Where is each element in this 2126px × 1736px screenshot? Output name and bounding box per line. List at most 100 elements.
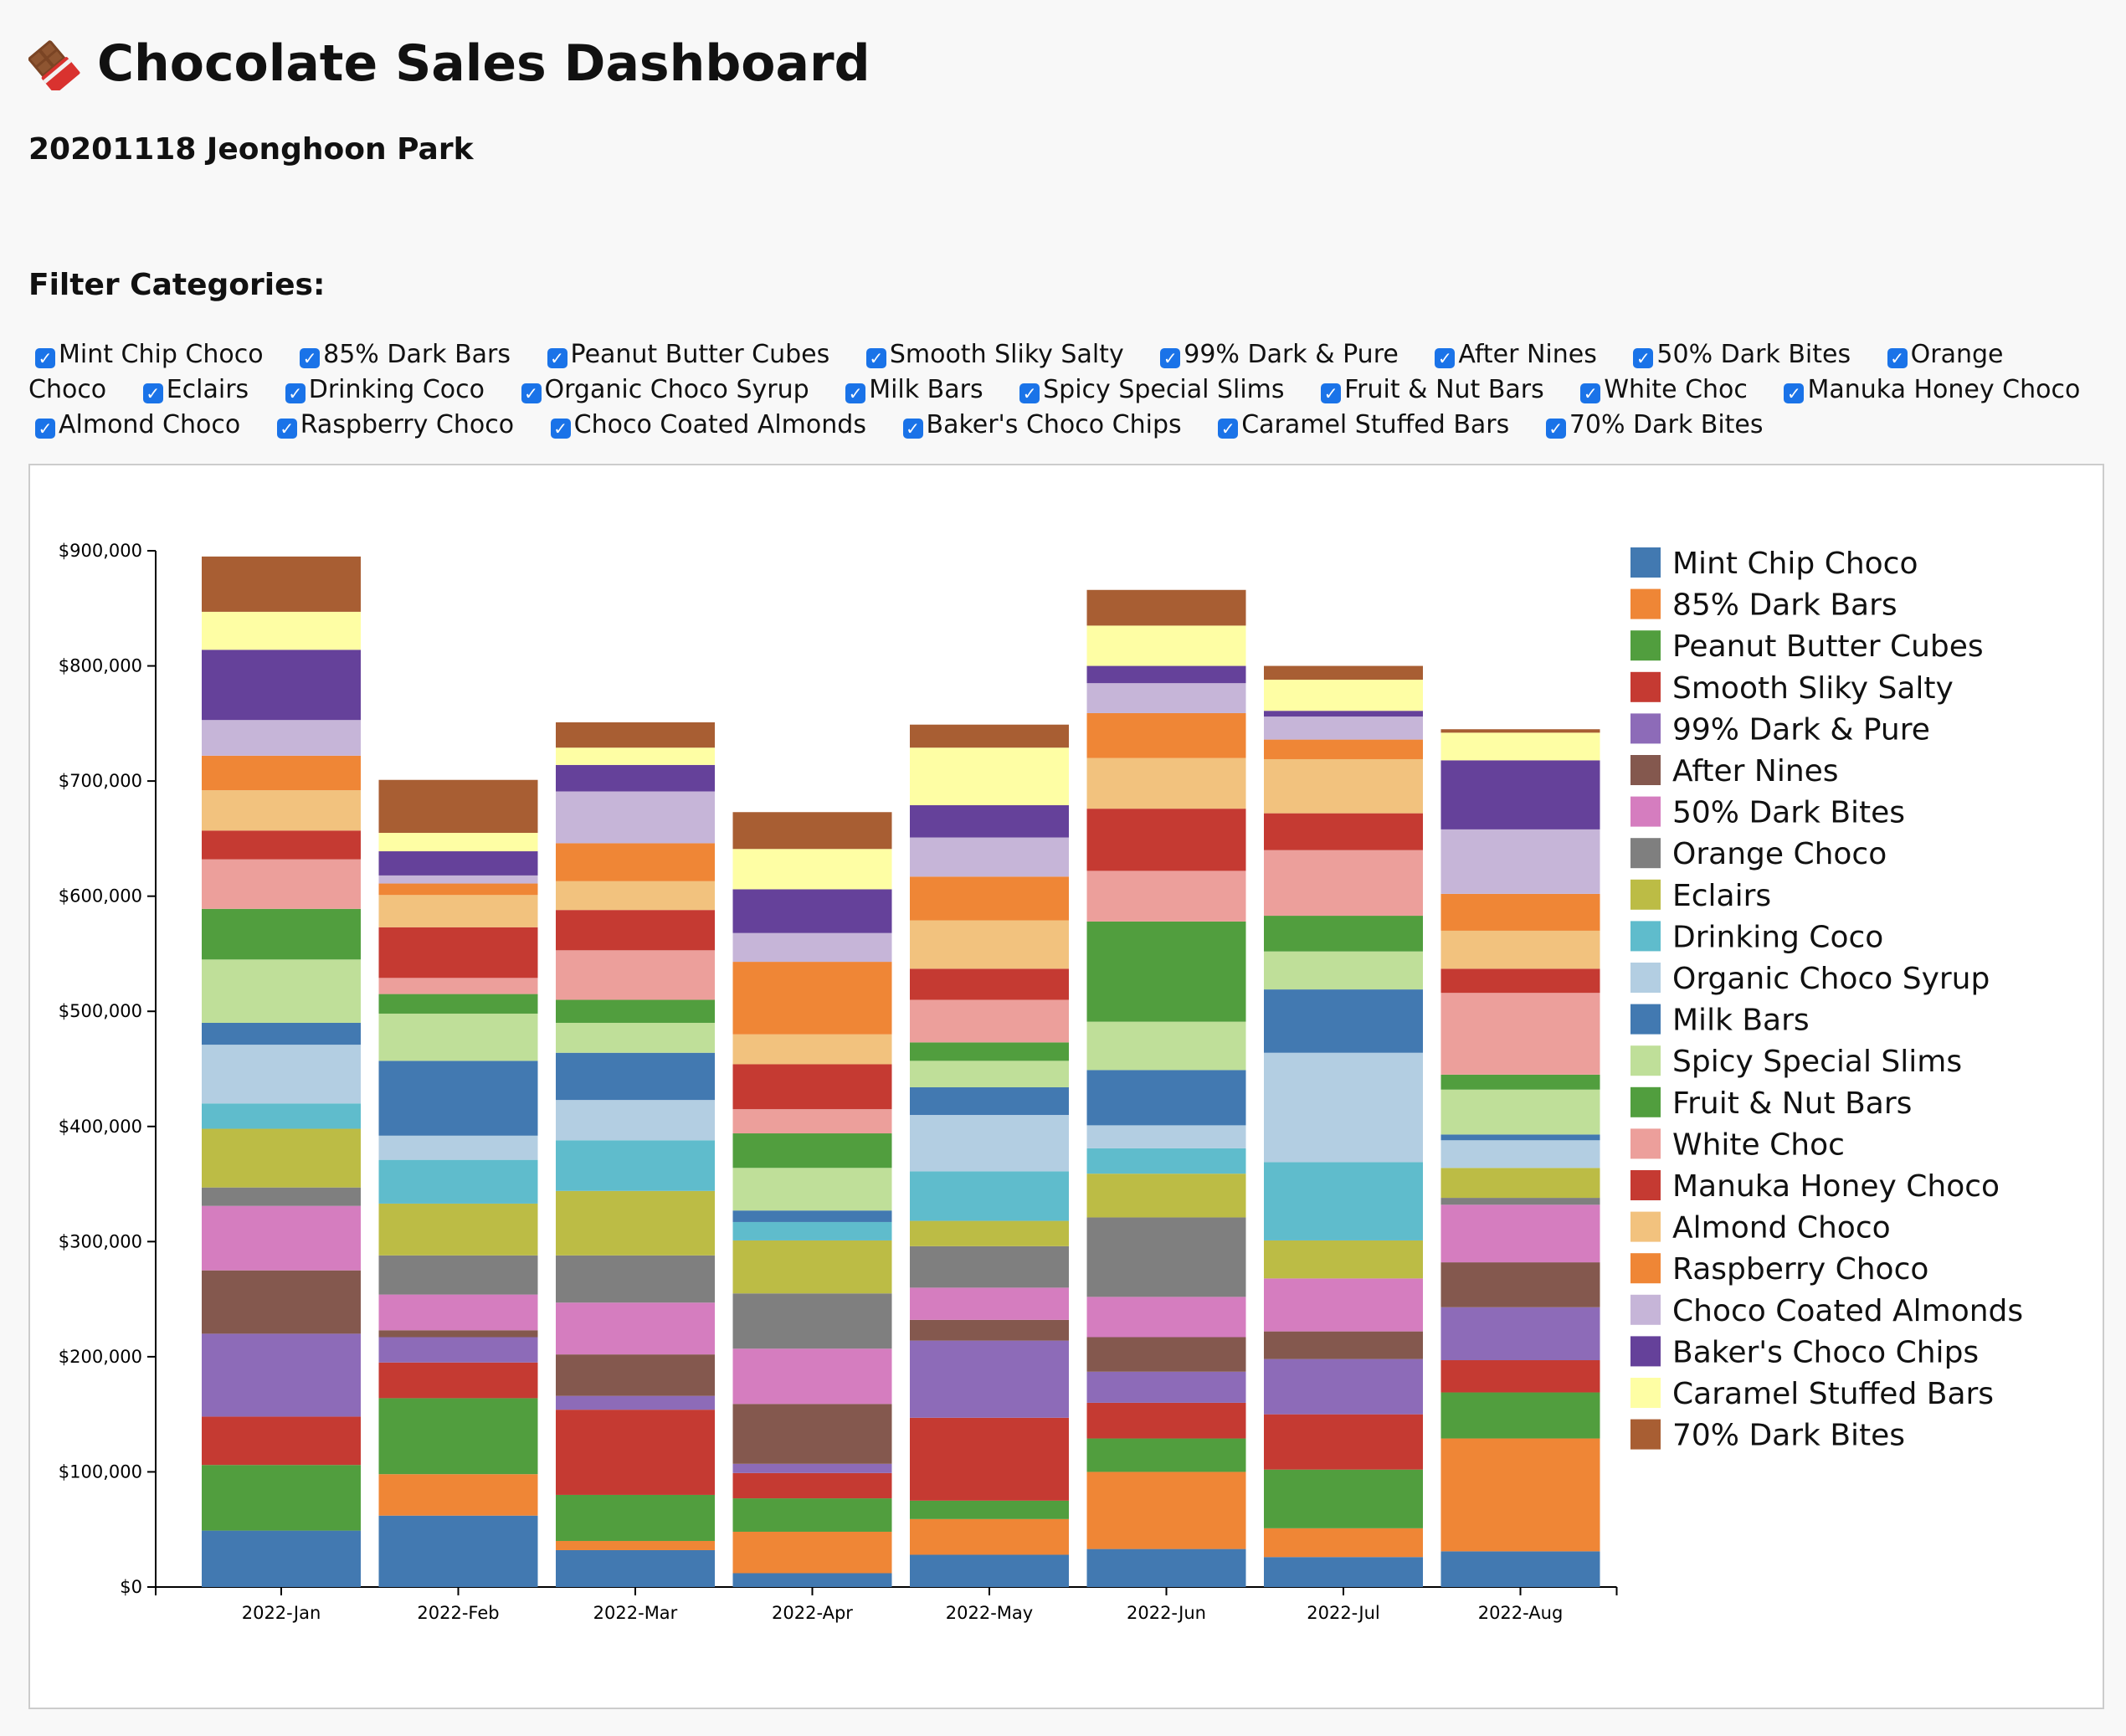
bar-segment[interactable]: 99% Dark & Pure 2022-Jul: 48000: [1264, 1358, 1423, 1415]
bar-segment[interactable]: Milk Bars 2022-Apr: 10000: [732, 1210, 892, 1222]
bar-segment[interactable]: Choco Coated Almonds 2022-Aug: 56000: [1440, 829, 1600, 894]
filter-label[interactable]: 85% Dark Bars: [323, 340, 511, 369]
filter-item[interactable]: ✓ Spicy Special Slims: [1013, 375, 1285, 404]
bar-segment[interactable]: Almond Choco 2022-Apr: 26000: [732, 1034, 892, 1065]
filter-label[interactable]: Caramel Stuffed Bars: [1241, 410, 1510, 439]
bar-segment[interactable]: Fruit & Nut Bars 2022-Jan: 44000: [202, 908, 361, 960]
filter-checkbox[interactable]: ✓: [276, 419, 297, 439]
bar-segment[interactable]: Eclairs 2022-May: 22000: [910, 1220, 1069, 1246]
bar-segment[interactable]: Raspberry Choco 2022-Jul: 17000: [1264, 739, 1423, 759]
filter-item[interactable]: ✓ 70% Dark Bites: [1539, 410, 1764, 439]
bar-segment[interactable]: 85% Dark Bars 2022-May: 31000: [910, 1518, 1069, 1555]
bar-segment[interactable]: Manuka Honey Choco 2022-Apr: 39000: [732, 1064, 892, 1110]
bar-segment[interactable]: Drinking Coco 2022-Jul: 68000: [1264, 1162, 1423, 1240]
bar-segment[interactable]: After Nines 2022-Jan: 55000: [202, 1270, 361, 1334]
filter-checkbox[interactable]: ✓: [550, 419, 571, 439]
bar-segment[interactable]: 85% Dark Bars 2022-Feb: 36000: [378, 1474, 538, 1516]
filter-checkbox[interactable]: ✓: [1218, 419, 1239, 439]
bar-segment[interactable]: Smooth Sliky Salty 2022-Aug: 28000: [1440, 1360, 1600, 1393]
bar-segment[interactable]: Smooth Sliky Salty 2022-May: 72000: [910, 1417, 1069, 1501]
bar-segment[interactable]: Eclairs 2022-Jul: 33000: [1264, 1240, 1423, 1279]
bar-segment[interactable]: Smooth Sliky Salty 2022-Jun: 31000: [1086, 1402, 1246, 1439]
bar-segment[interactable]: Spicy Special Slims 2022-Mar: 26000: [556, 1022, 715, 1053]
bar-segment[interactable]: Manuka Honey Choco 2022-Mar: 35000: [556, 910, 715, 951]
filter-label[interactable]: Choco Coated Almonds: [573, 410, 866, 439]
filter-item[interactable]: ✓ After Nines: [1428, 340, 1597, 369]
filter-item[interactable]: ✓ White Choc: [1574, 375, 1748, 404]
bar-segment[interactable]: After Nines 2022-Jun: 30000: [1086, 1337, 1246, 1372]
bar-segment[interactable]: Organic Choco Syrup 2022-Jul: 95000: [1264, 1052, 1423, 1163]
bar-segment[interactable]: Milk Bars 2022-Jan: 19000: [202, 1022, 361, 1045]
bar-segment[interactable]: Smooth Sliky Salty 2022-Apr: 22000: [732, 1472, 892, 1499]
bar-segment[interactable]: Spicy Special Slims 2022-Jun: 42000: [1086, 1021, 1246, 1071]
filter-item[interactable]: ✓ Mint Chip Choco: [28, 340, 264, 369]
bar-segment[interactable]: Organic Choco Syrup 2022-Mar: 35000: [556, 1100, 715, 1141]
bar-segment[interactable]: Spicy Special Slims 2022-Jan: 55000: [202, 959, 361, 1023]
bar-segment[interactable]: Spicy Special Slims 2022-Apr: 37000: [732, 1168, 892, 1211]
filter-item[interactable]: ✓ Caramel Stuffed Bars: [1211, 410, 1509, 439]
bar-segment[interactable]: Peanut Butter Cubes 2022-Aug: 40000: [1440, 1392, 1600, 1439]
bar-segment[interactable]: Baker's Choco Chips 2022-Jan: 61000: [202, 650, 361, 721]
bar-segment[interactable]: After Nines 2022-Feb: 6000: [378, 1330, 538, 1338]
filter-checkbox[interactable]: ✓: [1887, 348, 1908, 368]
bar-segment[interactable]: 85% Dark Bars 2022-Apr: 36000: [732, 1531, 892, 1574]
bar-segment[interactable]: Smooth Sliky Salty 2022-Jul: 48000: [1264, 1414, 1423, 1470]
bar-segment[interactable]: Raspberry Choco 2022-Apr: 63000: [732, 962, 892, 1035]
bar-segment[interactable]: 50% Dark Bites 2022-Jul: 46000: [1264, 1278, 1423, 1332]
bar-segment[interactable]: Mint Chip Choco 2022-Aug: 31000: [1440, 1551, 1600, 1587]
bar-segment[interactable]: Orange Choco 2022-Aug: 6000: [1440, 1198, 1600, 1205]
filter-label[interactable]: 50% Dark Bites: [1656, 340, 1851, 369]
bar-segment[interactable]: Caramel Stuffed Bars 2022-Jun: 35000: [1086, 625, 1246, 666]
bar-segment[interactable]: Manuka Honey Choco 2022-Feb: 44000: [378, 927, 538, 978]
bar-segment[interactable]: Organic Choco Syrup 2022-Jan: 51000: [202, 1045, 361, 1104]
filter-checkbox[interactable]: ✓: [35, 348, 55, 368]
bar-segment[interactable]: Baker's Choco Chips 2022-Feb: 21000: [378, 851, 538, 876]
bar-segment[interactable]: 85% Dark Bars 2022-Jun: 67000: [1086, 1471, 1246, 1549]
filter-label[interactable]: Raspberry Choco: [300, 410, 515, 439]
filter-item[interactable]: ✓ Fruit & Nut Bars: [1314, 375, 1544, 404]
filter-label[interactable]: Organic Choco Syrup: [544, 375, 809, 404]
bar-segment[interactable]: After Nines 2022-Aug: 39000: [1440, 1262, 1600, 1307]
filter-checkbox[interactable]: ✓: [1784, 383, 1805, 403]
filter-checkbox[interactable]: ✓: [1435, 348, 1456, 368]
bar-segment[interactable]: Orange Choco 2022-Jan: 16000: [202, 1187, 361, 1206]
bar-segment[interactable]: Raspberry Choco 2022-Jun: 39000: [1086, 712, 1246, 758]
bar-segment[interactable]: Peanut Butter Cubes 2022-Jun: 29000: [1086, 1438, 1246, 1472]
bar-segment[interactable]: Caramel Stuffed Bars 2022-Feb: 16000: [378, 833, 538, 852]
bar-segment[interactable]: Peanut Butter Cubes 2022-Feb: 66000: [378, 1398, 538, 1475]
filter-label[interactable]: After Nines: [1458, 340, 1597, 369]
bar-segment[interactable]: Mint Chip Choco 2022-Mar: 32000: [556, 1549, 715, 1587]
filter-checkbox[interactable]: ✓: [35, 419, 55, 439]
bar-segment[interactable]: White Choc 2022-May: 37000: [910, 999, 1069, 1043]
filter-checkbox[interactable]: ✓: [1160, 348, 1181, 368]
bar-segment[interactable]: Almond Choco 2022-Jan: 35000: [202, 790, 361, 831]
bar-segment[interactable]: Fruit & Nut Bars 2022-May: 16000: [910, 1042, 1069, 1061]
bar-segment[interactable]: Orange Choco 2022-May: 36000: [910, 1246, 1069, 1288]
bar-segment[interactable]: Milk Bars 2022-Jun: 48000: [1086, 1070, 1246, 1126]
bar-segment[interactable]: Drinking Coco 2022-Mar: 44000: [556, 1140, 715, 1191]
bar-segment[interactable]: Organic Choco Syrup 2022-May: 49000: [910, 1115, 1069, 1172]
bar-segment[interactable]: Organic Choco Syrup 2022-Jun: 20000: [1086, 1125, 1246, 1148]
bar-segment[interactable]: Caramel Stuffed Bars 2022-Aug: 24000: [1440, 732, 1600, 761]
bar-segment[interactable]: 70% Dark Bites 2022-Mar: 22000: [556, 722, 715, 748]
bar-segment[interactable]: Raspberry Choco 2022-Jan: 30000: [202, 755, 361, 791]
bar-segment[interactable]: Mint Chip Choco 2022-Apr: 12000: [732, 1573, 892, 1587]
bar-segment[interactable]: Fruit & Nut Bars 2022-Jun: 87000: [1086, 921, 1246, 1022]
bar-segment[interactable]: Spicy Special Slims 2022-Aug: 39000: [1440, 1089, 1600, 1135]
bar-segment[interactable]: 50% Dark Bites 2022-Mar: 45000: [556, 1302, 715, 1355]
bar-segment[interactable]: Choco Coated Almonds 2022-Jun: 26000: [1086, 683, 1246, 713]
bar-segment[interactable]: Drinking Coco 2022-Apr: 16000: [732, 1221, 892, 1240]
bar-segment[interactable]: Caramel Stuffed Bars 2022-Mar: 15000: [556, 747, 715, 765]
bar-segment[interactable]: Eclairs 2022-Mar: 56000: [556, 1190, 715, 1256]
bar-segment[interactable]: Almond Choco 2022-Feb: 28000: [378, 895, 538, 927]
bar-segment[interactable]: Fruit & Nut Bars 2022-Mar: 20000: [556, 999, 715, 1023]
bar-segment[interactable]: Raspberry Choco 2022-Feb: 10000: [378, 883, 538, 896]
bar-segment[interactable]: White Choc 2022-Mar: 43000: [556, 950, 715, 1000]
bar-segment[interactable]: Almond Choco 2022-Mar: 25000: [556, 881, 715, 911]
bar-segment[interactable]: 70% Dark Bites 2022-Jan: 48000: [202, 556, 361, 612]
bar-segment[interactable]: Fruit & Nut Bars 2022-Apr: 30000: [732, 1133, 892, 1168]
bar-segment[interactable]: Mint Chip Choco 2022-Jul: 26000: [1264, 1557, 1423, 1587]
bar-segment[interactable]: Mint Chip Choco 2022-Feb: 62000: [378, 1515, 538, 1587]
bar-segment[interactable]: Organic Choco Syrup 2022-Feb: 21000: [378, 1135, 538, 1160]
bar-segment[interactable]: 99% Dark & Pure 2022-May: 67000: [910, 1340, 1069, 1418]
